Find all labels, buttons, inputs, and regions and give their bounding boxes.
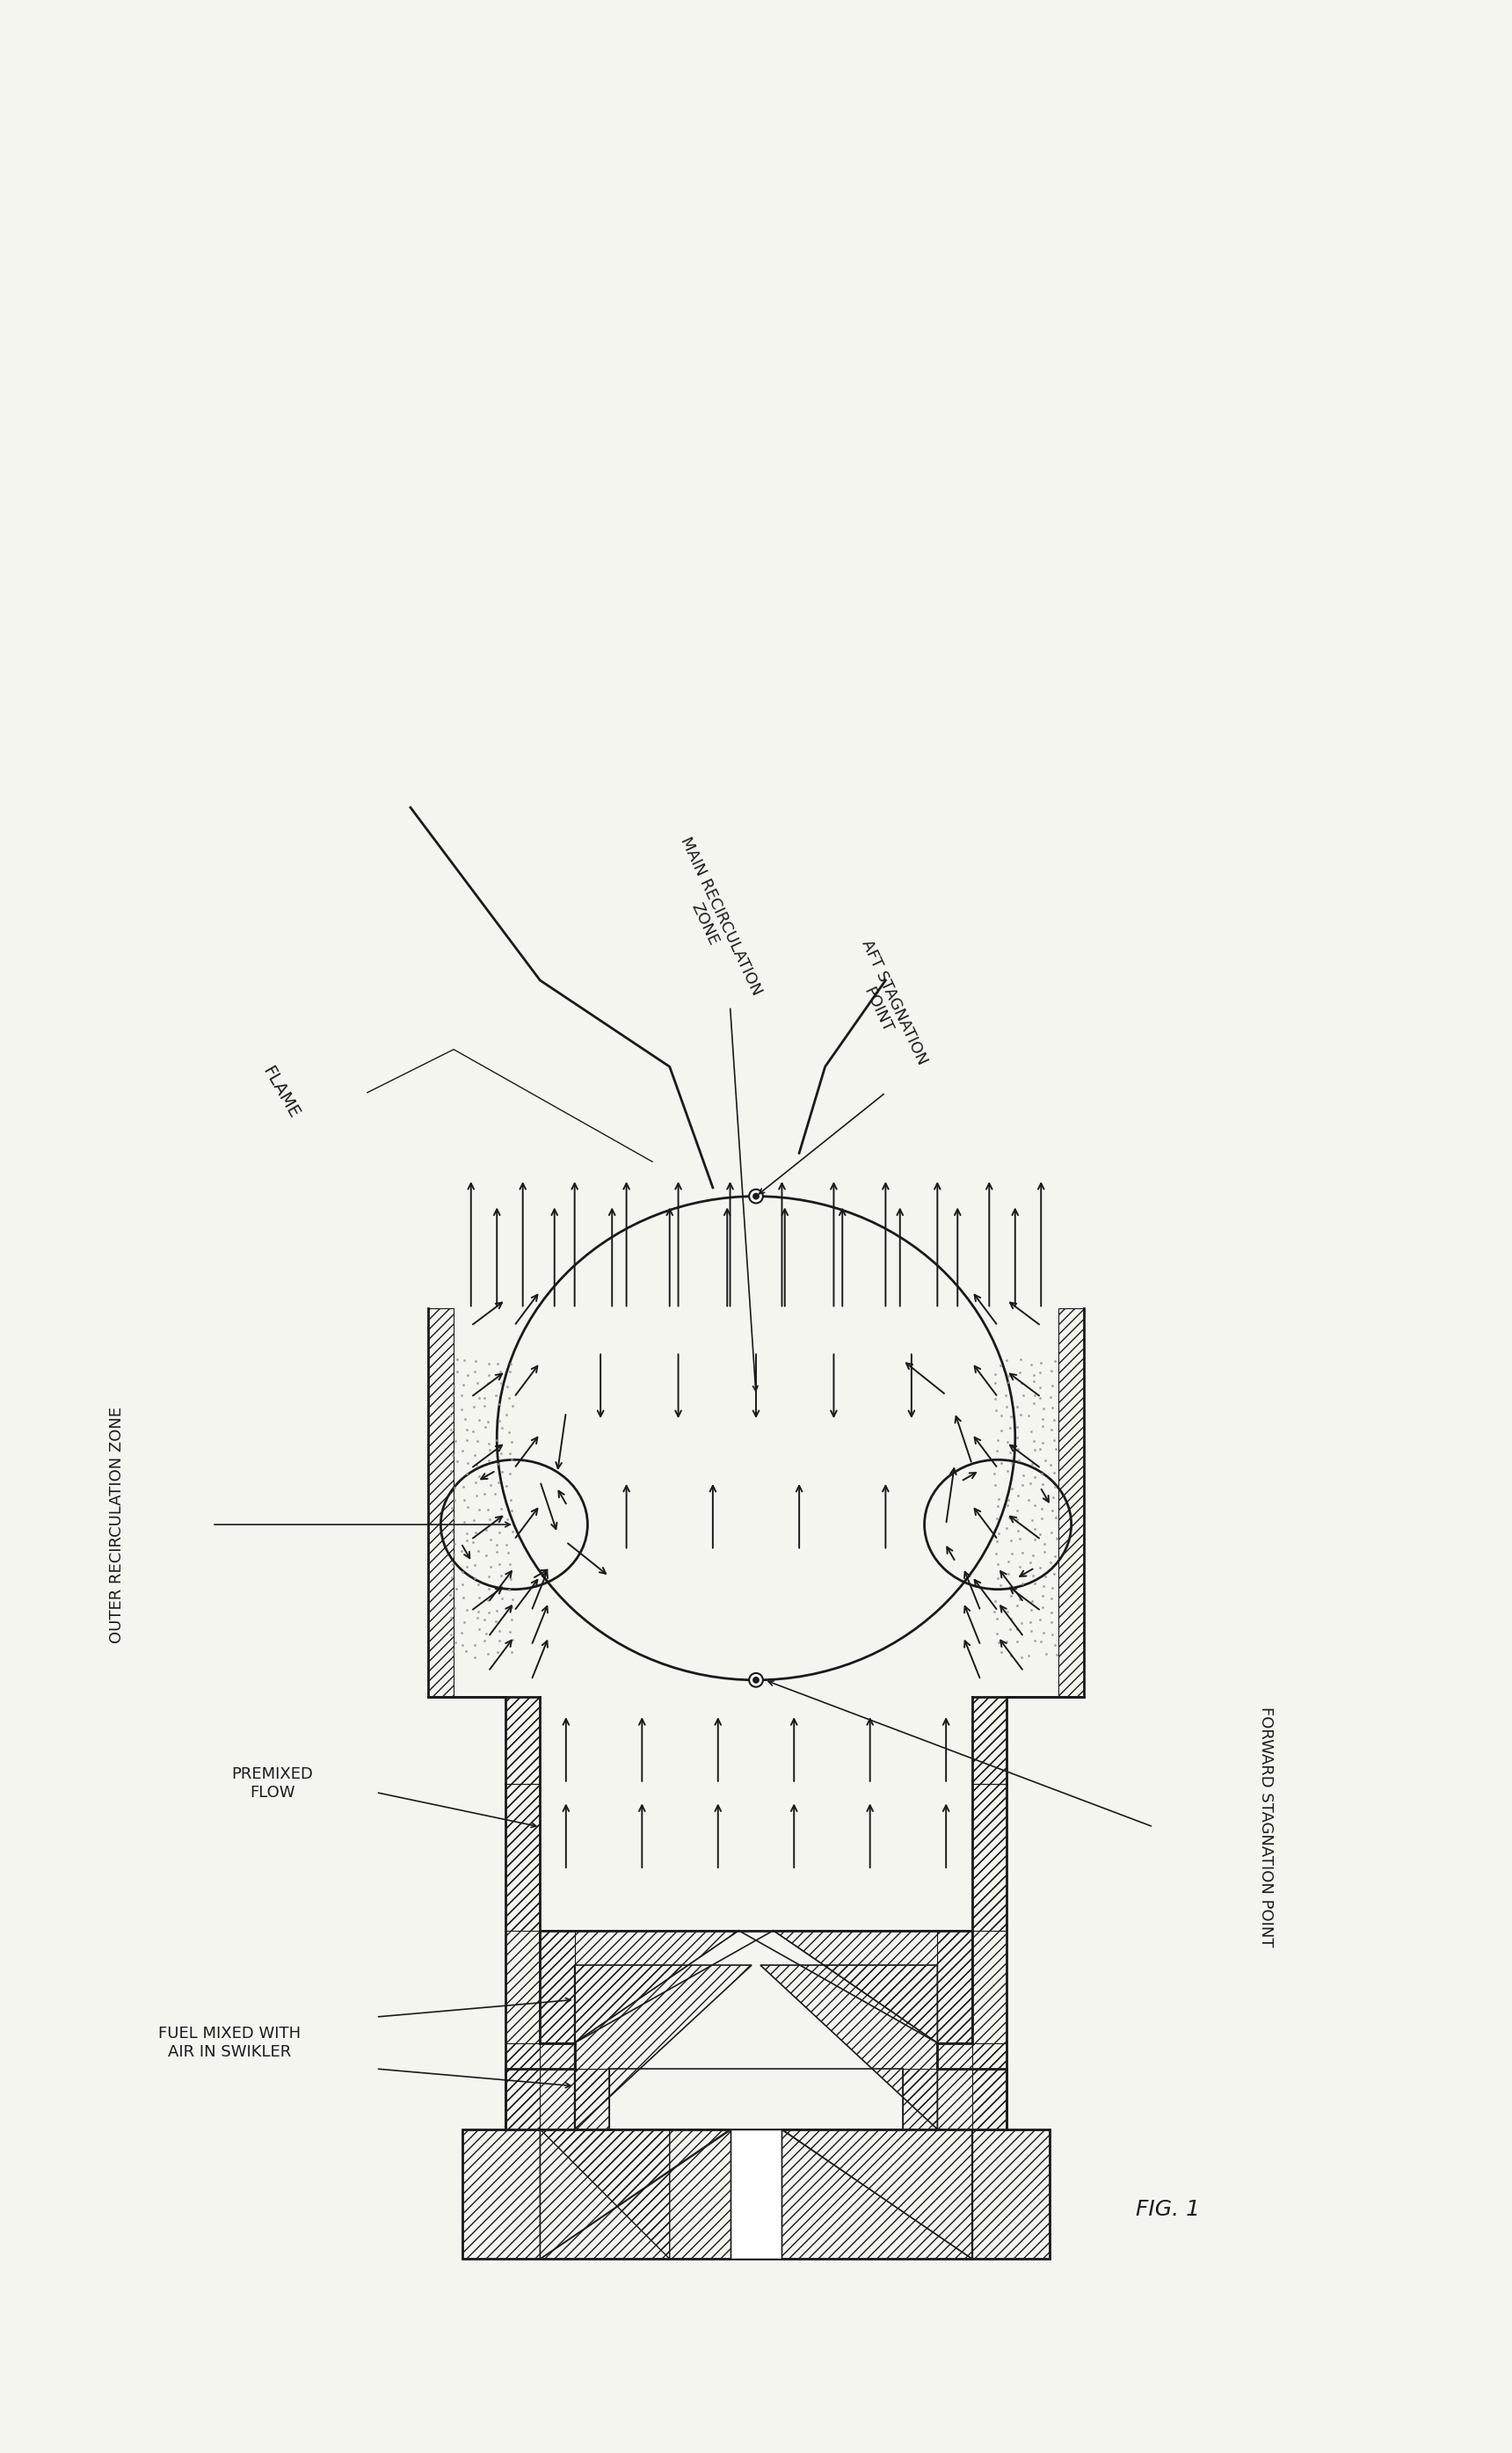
- Bar: [1058, 1307, 1084, 1697]
- Text: FUEL MIXED WITH
AIR IN SWIKLER: FUEL MIXED WITH AIR IN SWIKLER: [157, 2026, 301, 2061]
- Bar: [463, 2129, 540, 2259]
- Bar: [428, 1307, 454, 1697]
- Bar: [505, 2068, 575, 2129]
- Bar: [463, 2129, 1049, 2259]
- Circle shape: [748, 1673, 764, 1688]
- Circle shape: [748, 1190, 764, 1202]
- Bar: [505, 1697, 540, 1783]
- Text: FLAME: FLAME: [260, 1065, 302, 1121]
- Bar: [972, 1697, 1007, 1783]
- Bar: [505, 1783, 540, 2129]
- Bar: [540, 1931, 575, 2043]
- Bar: [937, 2043, 1007, 2068]
- Bar: [730, 2129, 782, 2259]
- Text: OUTER RECIRCULATION ZONE: OUTER RECIRCULATION ZONE: [109, 1406, 125, 1644]
- Circle shape: [753, 1675, 759, 1683]
- Text: FIG. 1: FIG. 1: [1136, 2198, 1201, 2220]
- Bar: [972, 2129, 1049, 2259]
- Text: MAIN RECIRCULATION
ZONE: MAIN RECIRCULATION ZONE: [661, 834, 765, 1006]
- Text: FORWARD STAGNATION POINT: FORWARD STAGNATION POINT: [1258, 1707, 1273, 1948]
- Circle shape: [753, 1192, 759, 1200]
- Bar: [937, 1931, 972, 2043]
- Bar: [972, 1783, 1007, 2129]
- Bar: [505, 2043, 575, 2068]
- Text: AFT STAGNATION
POINT: AFT STAGNATION POINT: [841, 937, 930, 1074]
- Bar: [505, 1697, 540, 1931]
- Bar: [972, 1697, 1007, 1931]
- Text: PREMIXED
FLOW: PREMIXED FLOW: [231, 1766, 313, 1801]
- Bar: [937, 2068, 1007, 2129]
